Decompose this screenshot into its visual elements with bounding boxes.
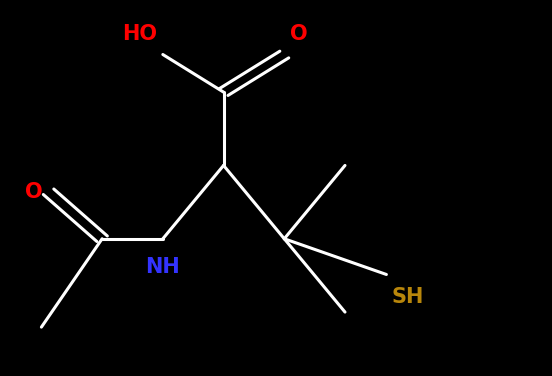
Text: NH: NH [146, 257, 180, 277]
Text: HO: HO [123, 24, 157, 44]
Text: O: O [290, 24, 307, 44]
Text: O: O [25, 182, 43, 202]
Text: SH: SH [392, 287, 424, 307]
